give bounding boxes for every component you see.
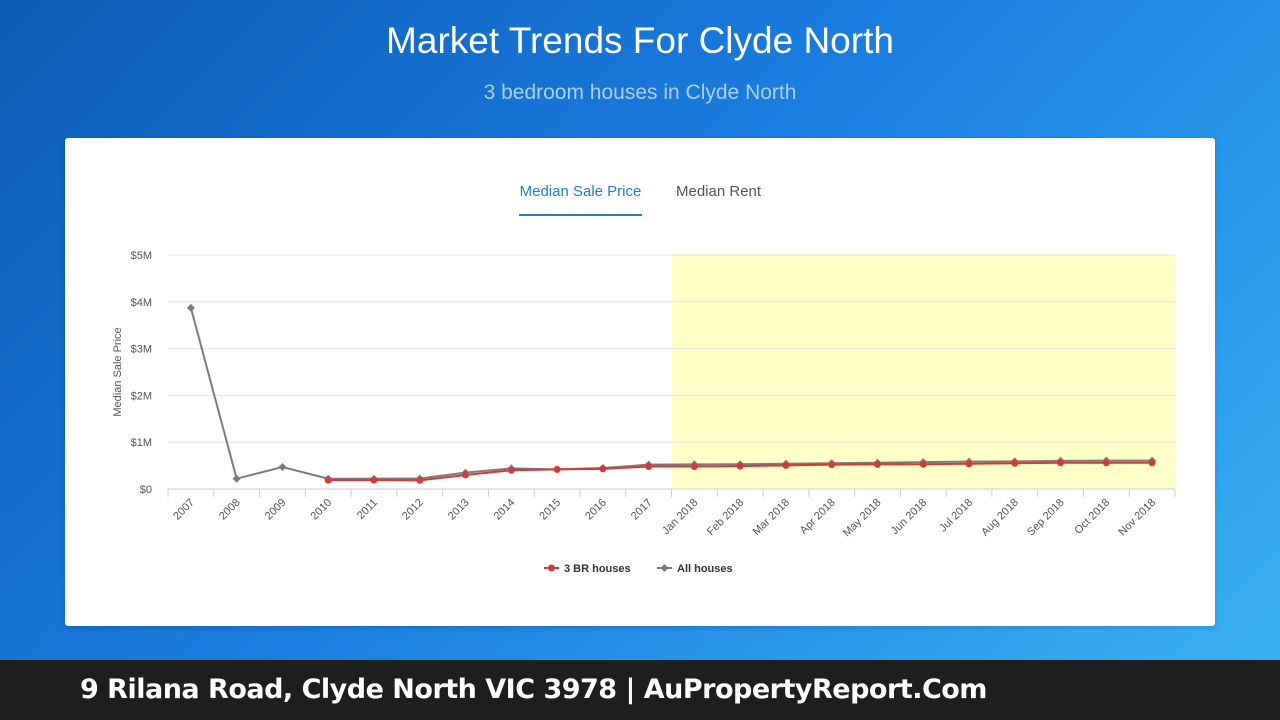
data-point[interactable] — [828, 461, 836, 469]
legend-marker — [548, 564, 555, 572]
data-point[interactable] — [873, 460, 881, 468]
tab-median-rent[interactable]: Median Rent — [676, 183, 762, 200]
x-tick-label: Jun 2018 — [889, 497, 929, 537]
x-tick-label: 2016 — [583, 497, 609, 523]
tab-median-sale-price[interactable]: Median Sale Price — [519, 183, 642, 216]
series-3br-houses — [324, 459, 1156, 484]
legend-item-3br-houses[interactable]: 3 BR houses — [544, 563, 631, 575]
data-point[interactable] — [919, 460, 927, 468]
legend-marker — [660, 564, 669, 572]
x-tick-label: 2010 — [309, 497, 335, 523]
y-tick-label: $0 — [140, 484, 152, 496]
y-tick-label: $5M — [131, 250, 152, 262]
chart-card: Median Sale Price Median Rent $0 $1M $2M $3… — [65, 138, 1215, 626]
legend-label: All houses — [677, 563, 733, 575]
data-point[interactable] — [507, 466, 515, 474]
data-point[interactable] — [1057, 459, 1065, 467]
x-tick-label: 2015 — [537, 497, 563, 523]
series-lines — [186, 303, 1157, 484]
legend-item-all-houses[interactable]: All houses — [657, 563, 733, 575]
y-axis-label: Median Sale Price — [112, 327, 124, 416]
data-point[interactable] — [370, 476, 378, 484]
data-point[interactable] — [324, 476, 332, 484]
x-tick-label: Jan 2018 — [660, 497, 700, 537]
x-tick-label: May 2018 — [841, 497, 884, 540]
data-point[interactable] — [1102, 459, 1110, 467]
x-tick-label: 2014 — [492, 497, 518, 523]
data-point[interactable] — [736, 462, 744, 470]
line-chart: $0 $1M $2M $3M $4M $5M Median Sale Price 2007… — [112, 250, 1176, 575]
data-point[interactable] — [690, 463, 698, 471]
data-point[interactable] — [1148, 459, 1156, 467]
x-tick-label: Apr 2018 — [798, 497, 838, 537]
x-tick-label: 2012 — [400, 497, 426, 523]
data-point[interactable] — [462, 471, 470, 479]
y-tick-label: $1M — [131, 437, 152, 449]
x-tick-label: Feb 2018 — [705, 497, 746, 538]
x-axis: 2007 2008 2009 2010 2011 2012 2013 2014 2015 2016… — [167, 488, 1176, 540]
y-axis: $0 $1M $2M $3M $4M $5M — [131, 250, 152, 496]
data-point[interactable] — [965, 460, 973, 468]
y-tick-label: $2M — [131, 390, 152, 402]
x-tick-label: 2007 — [171, 497, 197, 523]
series-line — [189, 307, 1153, 480]
x-tick-label: Mar 2018 — [751, 497, 792, 538]
data-point[interactable] — [782, 461, 790, 469]
page-subtitle: 3 bedroom houses in Clyde North — [483, 81, 797, 104]
data-point[interactable] — [599, 465, 607, 473]
data-point[interactable] — [553, 465, 561, 473]
highlight-band — [671, 255, 1175, 489]
x-tick-label: Aug 2018 — [979, 497, 1021, 539]
x-tick-label: Nov 2018 — [1116, 497, 1158, 539]
x-tick-label: 2013 — [446, 497, 472, 523]
data-point[interactable] — [1011, 459, 1019, 467]
x-tick-label: 2011 — [355, 497, 380, 522]
footer-bar: 9 Rilana Road, Clyde North VIC 3978 | Au… — [0, 660, 1280, 720]
data-point[interactable] — [186, 303, 195, 312]
legend-label: 3 BR houses — [564, 563, 631, 575]
data-point[interactable] — [232, 474, 241, 483]
y-tick-label: $3M — [131, 344, 152, 356]
data-point[interactable] — [416, 476, 424, 484]
data-point[interactable] — [278, 463, 287, 472]
x-tick-label: 2017 — [629, 497, 655, 523]
legend[interactable]: 3 BR houses All houses — [544, 563, 733, 575]
x-tick-label: Jul 2018 — [937, 497, 975, 535]
footer-text: 9 Rilana Road, Clyde North VIC 3978 | Au… — [80, 674, 987, 705]
x-tick-label: Sep 2018 — [1025, 497, 1067, 539]
x-tick-label: 2008 — [217, 497, 243, 523]
y-tick-label: $4M — [131, 297, 152, 309]
x-tick-label: 2009 — [263, 497, 289, 523]
page-title: Market Trends For Clyde North — [386, 20, 894, 61]
grid-lines — [168, 254, 1175, 443]
x-tick-label: Oct 2018 — [1072, 497, 1112, 537]
data-point[interactable] — [645, 463, 653, 471]
